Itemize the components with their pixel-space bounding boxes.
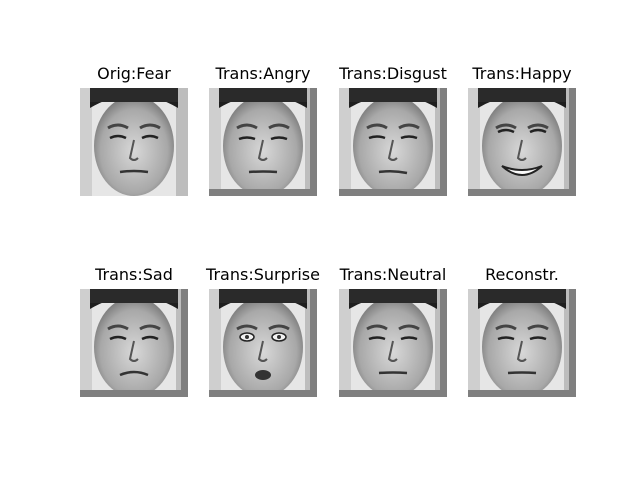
face-image: [468, 88, 576, 196]
panel-title: Trans:Disgust: [339, 64, 447, 83]
face-image: [209, 88, 317, 196]
panel-title: Orig:Fear: [97, 64, 171, 83]
face-image: [80, 88, 188, 196]
face-image: [468, 289, 576, 397]
panel-title: Trans:Happy: [472, 64, 572, 83]
face-image: [339, 88, 447, 196]
panel-title: Trans:Sad: [95, 265, 173, 284]
face-image: [209, 289, 317, 397]
face-image: [339, 289, 447, 397]
panel-title: Reconstr.: [485, 265, 559, 284]
panel-title: Trans:Surprise: [206, 265, 320, 284]
panel-title: Trans:Angry: [215, 64, 311, 83]
panel-title: Trans:Neutral: [339, 265, 447, 284]
face-image: [80, 289, 188, 397]
